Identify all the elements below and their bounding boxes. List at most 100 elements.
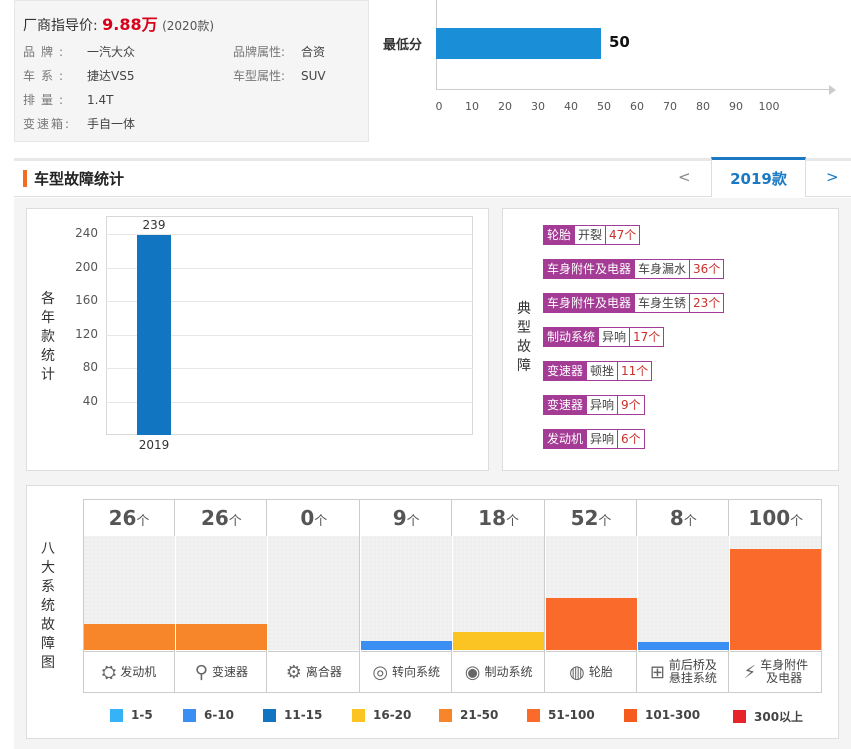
clutch-icon: ⚙ bbox=[285, 661, 302, 683]
fault-item[interactable]: 变速器 异响 9个 bbox=[543, 395, 645, 415]
legend-item: 101-300 bbox=[624, 708, 700, 722]
system-column-divider bbox=[545, 499, 637, 693]
legend-label: 101-300 bbox=[645, 708, 701, 722]
system-count: 26个 bbox=[175, 506, 267, 530]
system-column-divider bbox=[637, 499, 730, 693]
system-count: 100个 bbox=[730, 506, 822, 530]
legend-swatch bbox=[527, 708, 540, 722]
year-chart-ylabel-char: 年 bbox=[41, 310, 55, 326]
typical-faults-label-char: 典 bbox=[517, 301, 531, 317]
legend-item: 21-50 bbox=[439, 708, 498, 722]
legend-swatch bbox=[624, 708, 637, 722]
tab-year-2019[interactable]: 2019款 bbox=[711, 157, 806, 197]
system-faults-label-char: 障 bbox=[41, 636, 55, 652]
type-attr-row: 车型属性: SUV bbox=[233, 69, 326, 83]
system-name-cell[interactable]: ◉ 制动系统 bbox=[453, 651, 545, 692]
system-count-value: 0 bbox=[300, 506, 315, 530]
fault-count: 11个 bbox=[618, 361, 653, 381]
fault-item[interactable]: 车身附件及电器 车身漏水 36个 bbox=[543, 259, 725, 279]
suspension-icon: ⊞ bbox=[649, 661, 665, 683]
typical-faults-label-char: 障 bbox=[517, 358, 531, 374]
steering-wheel-icon: ◎ bbox=[372, 661, 389, 683]
typical-faults-label: 典型故障 bbox=[516, 300, 532, 376]
section-header bbox=[14, 161, 851, 197]
tire-icon: ◍ bbox=[569, 661, 585, 683]
year-chart-gridline bbox=[106, 301, 473, 303]
year-chart-ylabel-char: 款 bbox=[41, 329, 55, 345]
system-name-cell[interactable]: ⚙ 离合器 bbox=[268, 651, 360, 692]
legend-item: 11-15 bbox=[263, 708, 322, 722]
legend-label: 21-50 bbox=[460, 708, 499, 722]
system-name-cell[interactable]: ⚡ 车身附件 及电器 bbox=[730, 651, 822, 692]
section-title-accent bbox=[23, 170, 27, 187]
system-count-unit: 个 bbox=[598, 514, 612, 529]
prev-year-button[interactable]: < bbox=[678, 168, 691, 186]
system-bar bbox=[545, 597, 637, 650]
system-bar bbox=[730, 549, 822, 650]
system-name-cell[interactable]: ◍ 轮胎 bbox=[545, 651, 637, 692]
system-count-unit: 个 bbox=[790, 514, 804, 529]
year-chart-gridline bbox=[106, 401, 473, 403]
system-count: 0个 bbox=[268, 506, 360, 530]
brand-attr-row: 品牌属性: 合资 bbox=[233, 45, 326, 59]
fault-count: 47个 bbox=[606, 225, 641, 245]
legend-swatch bbox=[183, 708, 196, 722]
price-row: 厂商指导价: 9.88万 (2020款) bbox=[23, 11, 214, 35]
fault-symptom: 顿挫 bbox=[587, 361, 619, 381]
system-count-unit: 个 bbox=[136, 514, 150, 529]
system-count-value: 18 bbox=[478, 506, 506, 530]
transmission-row: 变速箱: 手自一体 bbox=[23, 117, 136, 131]
system-bar bbox=[637, 641, 729, 650]
score-tick-label: 80 bbox=[696, 100, 710, 113]
score-axis-arrow-icon bbox=[829, 85, 836, 95]
fault-symptom: 开裂 bbox=[575, 225, 607, 245]
score-bar bbox=[436, 28, 601, 59]
legend-item: 6-10 bbox=[183, 708, 234, 722]
year-chart-gridline bbox=[106, 334, 473, 336]
system-faults-label-char: 图 bbox=[41, 655, 55, 671]
fault-item[interactable]: 车身附件及电器 车身生锈 23个 bbox=[543, 293, 725, 313]
year-bar-category-label: 2019 bbox=[138, 438, 170, 452]
system-count-unit: 个 bbox=[228, 514, 242, 529]
system-name-cell[interactable]: ⚲ 变速器 bbox=[175, 651, 267, 692]
system-count-unit: 个 bbox=[406, 514, 420, 529]
fault-item[interactable]: 变速器 顿挫 11个 bbox=[543, 361, 653, 381]
system-column-divider bbox=[83, 499, 175, 693]
fault-count: 17个 bbox=[630, 327, 665, 347]
fault-symptom: 车身生锈 bbox=[635, 293, 691, 313]
legend-swatch bbox=[110, 708, 123, 722]
system-name-cell[interactable]: ◎ 转向系统 bbox=[360, 651, 452, 692]
fault-category: 车身附件及电器 bbox=[543, 259, 636, 279]
fault-item[interactable]: 制动系统 异响 17个 bbox=[543, 327, 665, 347]
system-faults-label-char: 系 bbox=[41, 579, 55, 595]
legend-swatch bbox=[733, 710, 746, 723]
system-name-cell[interactable]: ⛭ 发动机 bbox=[83, 651, 175, 692]
year-chart-ytick: 160 bbox=[75, 293, 98, 308]
system-name: 前后桥及 悬挂系统 bbox=[668, 658, 717, 685]
system-count: 26个 bbox=[83, 506, 175, 530]
series-row: 车系: 捷达VS5 bbox=[23, 69, 135, 83]
system-column-divider bbox=[360, 499, 453, 693]
system-name-cell[interactable]: ⊞ 前后桥及 悬挂系统 bbox=[637, 651, 729, 692]
system-faults-label: 八大系统故障图 bbox=[40, 540, 56, 673]
score-tick-label: 90 bbox=[729, 100, 743, 113]
year-chart-ylabel-char: 各 bbox=[41, 291, 55, 307]
score-tick-label: 60 bbox=[630, 100, 644, 113]
system-bar-background bbox=[360, 536, 452, 650]
fault-item[interactable]: 发动机 异响 6个 bbox=[543, 429, 645, 449]
fault-symptom: 异响 bbox=[587, 429, 619, 449]
system-name: 车身附件 及电器 bbox=[760, 658, 809, 685]
system-count-value: 100 bbox=[748, 506, 791, 530]
fault-item[interactable]: 轮胎 开裂 47个 bbox=[543, 225, 641, 245]
system-count-unit: 个 bbox=[506, 514, 520, 529]
system-faults-label-char: 八 bbox=[41, 541, 55, 557]
system-count: 9个 bbox=[360, 506, 452, 530]
fault-category: 制动系统 bbox=[543, 327, 600, 347]
next-year-button[interactable]: > bbox=[826, 168, 839, 186]
system-name: 轮胎 bbox=[588, 664, 613, 679]
score-tick-label: 10 bbox=[465, 100, 479, 113]
price-label: 厂商指导价: bbox=[23, 18, 98, 34]
system-count-value: 26 bbox=[108, 506, 137, 530]
score-tick-label: 0 bbox=[435, 100, 443, 113]
gear-shift-icon: ⚲ bbox=[194, 661, 208, 683]
